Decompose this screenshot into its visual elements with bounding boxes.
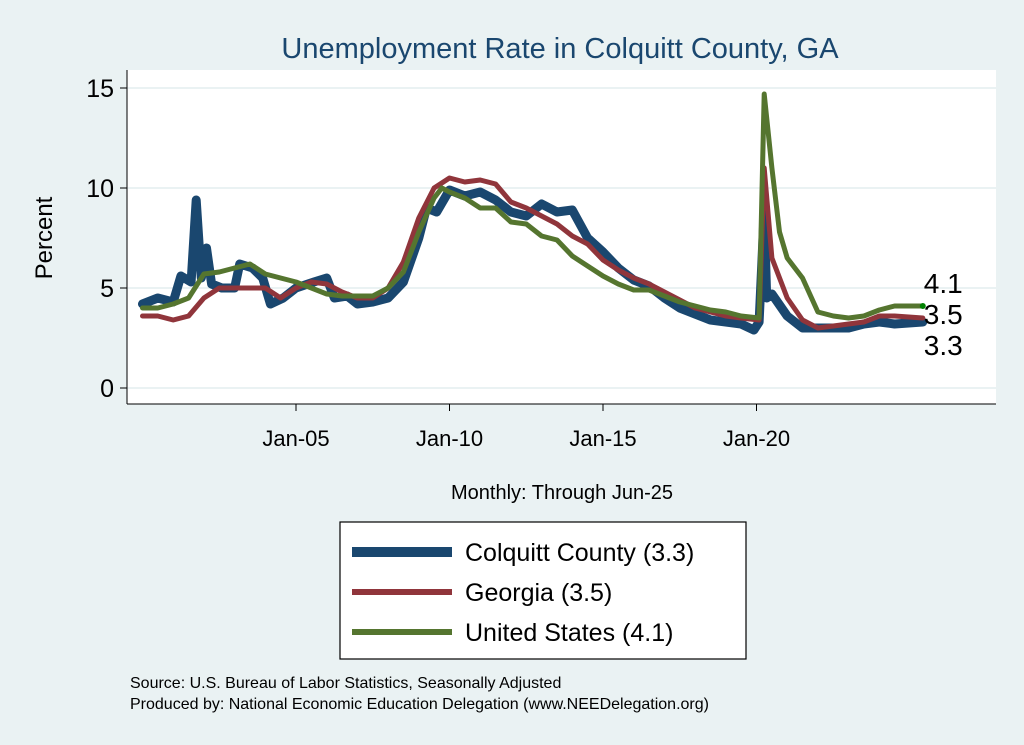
series-line-0 <box>138 185 928 335</box>
producer-note: Produced by: National Economic Education… <box>130 696 709 713</box>
plot-area <box>127 70 996 404</box>
series-line-2 <box>140 91 926 321</box>
x-tick-label: Jan-15 <box>569 426 636 451</box>
legend-label: United States (4.1) <box>465 619 673 647</box>
end-value-label: 4.1 <box>924 268 963 299</box>
legend-label: Colquitt County (3.3) <box>465 539 694 567</box>
end-point-marker <box>919 303 926 309</box>
x-tick-label: Jan-10 <box>416 426 483 451</box>
legend: Colquitt County (3.3) Georgia (3.5) United… <box>339 521 747 660</box>
end-value-label: 3.5 <box>924 299 963 330</box>
y-tick-label: 10 <box>86 175 114 203</box>
source-note: Source: U.S. Bureau of Labor Statistics,… <box>130 675 561 692</box>
x-tick-label: Jan-05 <box>262 426 329 451</box>
y-tick-label: 0 <box>100 375 114 403</box>
chart-title: Unemployment Rate in Colquitt County, GA <box>281 33 839 65</box>
y-axis-label: Percent <box>31 196 58 279</box>
y-tick-label: 15 <box>86 75 114 103</box>
series-line-1 <box>140 165 926 331</box>
x-tick-label: Jan-20 <box>723 426 790 451</box>
x-axis-label: Monthly: Through Jun-25 <box>451 482 673 504</box>
y-tick-label: 5 <box>100 275 114 303</box>
end-value-label: 3.3 <box>924 330 963 361</box>
legend-label: Georgia (3.5) <box>465 579 612 607</box>
